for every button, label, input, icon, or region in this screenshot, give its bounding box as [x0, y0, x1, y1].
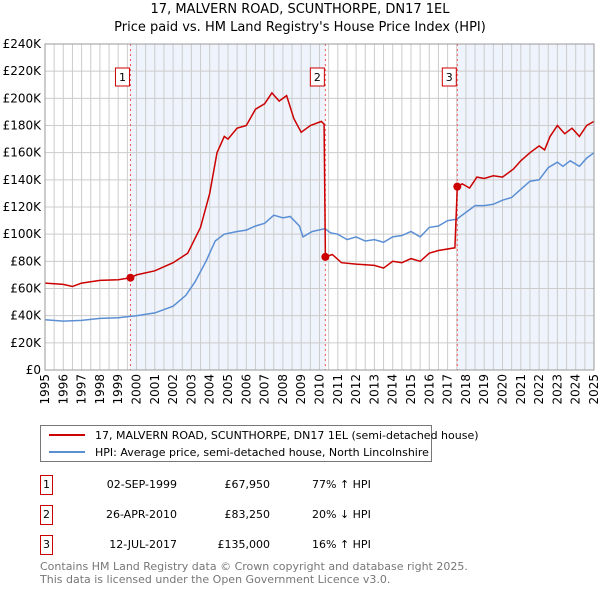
footer: Contains HM Land Registry data © Crown c… [40, 560, 468, 586]
x-tick-label: 2013 [367, 374, 381, 405]
x-tick-label: 2002 [166, 374, 180, 405]
x-tick-label: 2024 [569, 374, 583, 405]
x-tick-label: 2012 [349, 374, 363, 405]
transaction-price: £135,000 [217, 538, 271, 551]
y-tick-label: £120K [3, 200, 43, 214]
sale-label-box [309, 67, 325, 87]
x-tick-label: 2010 [313, 374, 327, 405]
y-tick-label: £0 [26, 363, 41, 377]
x-tick-label: 2004 [203, 374, 217, 405]
y-tick-label: £40K [10, 309, 42, 323]
legend: 17, MALVERN ROAD, SCUNTHORPE, DN17 1EL (… [40, 425, 479, 462]
x-tick-label: 2011 [331, 374, 345, 405]
x-tick-label: 2003 [184, 374, 198, 405]
x-tick-label: 2008 [276, 374, 290, 405]
legend-item-property: 17, MALVERN ROAD, SCUNTHORPE, DN17 1EL (… [49, 427, 479, 443]
sale-label: 2 [314, 71, 321, 84]
x-tick-label: 2001 [148, 374, 162, 405]
y-tick-label: £160K [3, 146, 43, 160]
x-tick-label: 2006 [239, 374, 253, 405]
x-tick-label: 2007 [258, 374, 272, 405]
transaction-marker: 3 [40, 535, 53, 555]
x-tick-label: 1998 [93, 374, 107, 405]
x-tick-label: 2018 [459, 374, 473, 405]
y-tick-label: £80K [10, 254, 42, 268]
x-tick-label: 1997 [75, 374, 89, 405]
transaction-date: 02-SEP-1999 [106, 478, 177, 491]
plot-frame [44, 43, 595, 371]
chart-subtitle: Price paid vs. HM Land Registry's House … [114, 20, 486, 35]
legend-label-hpi: HPI: Average price, semi-detached house,… [95, 445, 429, 459]
y-tick-label: £20K [10, 336, 42, 350]
x-tick-label: 1999 [111, 374, 125, 405]
sale-point [126, 273, 135, 282]
transaction-hpi: 77% ↑ HPI [312, 478, 371, 491]
x-tick-label: 2022 [532, 374, 546, 405]
legend-label-property: 17, MALVERN ROAD, SCUNTHORPE, DN17 1EL (… [95, 428, 479, 442]
x-tick-label: 2014 [386, 374, 400, 405]
x-tick-label: 2015 [404, 374, 418, 405]
sale-label: 1 [119, 71, 126, 84]
legend-swatch-blue [49, 451, 85, 453]
transaction-date: 12-JUL-2017 [109, 538, 177, 551]
x-tick-label: 1996 [56, 374, 70, 405]
x-tick-label: 2017 [441, 374, 455, 405]
y-tick-label: £180K [3, 119, 43, 133]
transaction-hpi: 20% ↓ HPI [312, 508, 371, 521]
price-chart: £0 £20K £40K £60K £80K £100K £120K £140K £160K £1… [3, 37, 600, 405]
transaction-price: £83,250 [224, 508, 271, 521]
x-tick-label: 2019 [477, 374, 491, 405]
legend-item-hpi: HPI: Average price, semi-detached house,… [49, 444, 429, 460]
series-line [44, 91, 595, 288]
x-tick-label: 2021 [514, 374, 528, 405]
footer-licence: This data is licensed under the Open Gov… [40, 573, 391, 586]
x-tick-label: 2020 [496, 374, 510, 405]
transaction-marker: 2 [40, 505, 53, 525]
y-tick-label: £200K [3, 91, 43, 105]
x-tick-label: 2000 [130, 374, 144, 405]
y-tick-label: £100K [3, 227, 43, 241]
y-tick-label: £60K [10, 282, 42, 296]
sale-label: 3 [446, 71, 453, 84]
transaction-hpi: 16% ↑ HPI [312, 538, 371, 551]
sale-point [453, 182, 462, 191]
x-tick-label: 2023 [550, 374, 564, 405]
y-tick-label: £220K [3, 64, 43, 78]
x-tick-label: 2005 [221, 374, 235, 405]
sale-point [321, 252, 330, 261]
sale-label-box [114, 67, 130, 87]
sale-label-box [441, 67, 457, 87]
y-tick-label: £140K [3, 173, 43, 187]
x-tick-label: 2016 [422, 374, 436, 405]
y-tick-label: £240K [3, 37, 43, 51]
x-tick-label: 1995 [38, 374, 52, 405]
transaction-marker: 1 [40, 475, 53, 495]
legend-swatch-red [49, 434, 85, 436]
series-line [44, 152, 595, 322]
transaction-price: £67,950 [224, 478, 271, 491]
x-tick-label: 2025 [587, 374, 600, 405]
transaction-date: 26-APR-2010 [105, 508, 177, 521]
chart-title: 17, MALVERN ROAD, SCUNTHORPE, DN17 1EL [150, 2, 450, 17]
footer-copyright: Contains HM Land Registry data © Crown c… [40, 560, 468, 573]
x-tick-label: 2009 [294, 374, 308, 405]
